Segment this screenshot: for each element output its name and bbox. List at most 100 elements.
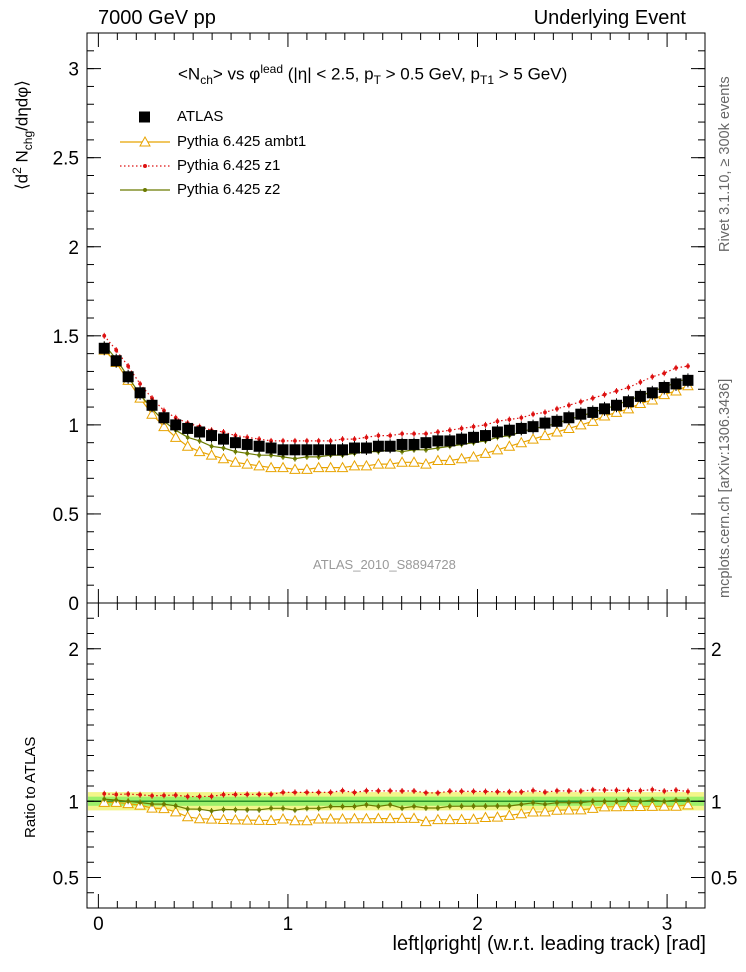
- plot-title: <Nch> vs φlead (|η| < 2.5, pT > 0.5 GeV,…: [178, 62, 568, 88]
- ratio-point-3: [519, 802, 524, 807]
- main-point-2: [126, 364, 131, 368]
- main-point-2: [555, 406, 559, 411]
- ratio-plot-frame: [86, 602, 706, 909]
- legend-marker-1: [139, 135, 151, 147]
- ratio-point-3: [686, 798, 690, 802]
- main-point-0: [468, 431, 480, 443]
- analysis-id-label: ATLAS_2010_S8894728: [313, 557, 456, 572]
- main-point-1: [467, 450, 480, 462]
- main-point-0: [134, 387, 146, 399]
- main-point-2: [233, 433, 238, 438]
- ratio-point-2: [674, 788, 678, 792]
- y-tick-label: 2: [68, 238, 79, 259]
- ratio-point-3: [459, 804, 464, 809]
- header-energy: 7000 GeV pp: [98, 7, 216, 29]
- main-point-3: [305, 455, 309, 459]
- ratio-point-2: [102, 791, 107, 796]
- main-point-2: [614, 389, 619, 393]
- main-line-3: [103, 344, 689, 460]
- main-point-0: [325, 444, 337, 456]
- main-point-0: [289, 444, 301, 456]
- ratio-point-3: [245, 807, 250, 812]
- ratio-point-2: [483, 789, 488, 794]
- ratio-point-1: [634, 800, 647, 812]
- main-point-1: [563, 422, 575, 433]
- main-point-3: [293, 456, 297, 461]
- ratio-point-2: [471, 789, 476, 794]
- main-point-0: [456, 433, 468, 445]
- ratio-point-2: [400, 789, 404, 793]
- ratio-point-3: [578, 800, 583, 805]
- ratio-point-1: [682, 798, 694, 810]
- main-point-1: [169, 431, 182, 442]
- ratio-point-2: [459, 789, 464, 794]
- x-axis-label: left|φright| (w.r.t. leading track) [rad…: [392, 933, 706, 955]
- legend-label-z2: Pythia 6.425 z2: [177, 181, 281, 198]
- legend-label-ambt1: Pythia 6.425 ambt1: [177, 133, 307, 150]
- main-point-3: [221, 446, 226, 450]
- ratio-point-2: [650, 787, 655, 792]
- ratio-point-2: [614, 788, 619, 793]
- ratio-point-3: [400, 806, 404, 811]
- ratio-point-1: [467, 813, 480, 824]
- main-point-0: [408, 438, 420, 450]
- ratio-point-3: [281, 806, 285, 811]
- main-point-0: [658, 381, 670, 393]
- main-point-3: [435, 446, 440, 450]
- main-point-2: [495, 419, 500, 424]
- ratio-point-1: [217, 813, 230, 824]
- ratio-point-2: [566, 789, 571, 793]
- ratio-point-1: [181, 810, 194, 822]
- main-point-1: [539, 429, 551, 441]
- ratio-point-3: [424, 806, 428, 810]
- ratio-point-3: [602, 799, 607, 804]
- main-point-3: [316, 455, 321, 459]
- ratio-point-2: [495, 789, 500, 794]
- main-point-2: [114, 348, 119, 352]
- ratio-point-3: [650, 798, 655, 802]
- main-point-1: [289, 463, 301, 474]
- axes: 0 0.5 1 1.5 2 2.5 3 0.5 0.5 1 1 2 2 0 1 2 3: [53, 33, 737, 935]
- ratio-point-3: [305, 806, 309, 811]
- rivet-version-label: Rivet 3.1.10, ≥ 300k events: [717, 76, 733, 252]
- ratio-point-2: [245, 792, 250, 797]
- main-point-1: [408, 456, 420, 467]
- ratio-point-2: [305, 790, 309, 795]
- ratio-point-3: [435, 806, 440, 810]
- ratio-point-1: [455, 813, 468, 824]
- main-point-0: [539, 417, 551, 429]
- main-point-3: [424, 447, 428, 452]
- main-point-2: [376, 433, 381, 438]
- ratio-point-2: [447, 789, 452, 794]
- ratio-point-2: [340, 788, 345, 793]
- main-point-0: [515, 422, 527, 434]
- mcplots-reference-link[interactable]: mcplots.cern.ch [arXiv:1306.3436]: [717, 378, 733, 598]
- ratio-point-2: [662, 789, 667, 794]
- main-series: [98, 332, 694, 474]
- ratio-point-1: [646, 800, 659, 811]
- ratio-point-3: [412, 804, 416, 809]
- main-point-1: [181, 440, 194, 451]
- main-point-1: [229, 456, 242, 467]
- main-point-0: [622, 396, 634, 408]
- main-point-2: [674, 365, 678, 370]
- ratio-point-2: [388, 788, 393, 793]
- main-point-0: [444, 435, 456, 447]
- ratio-point-3: [328, 804, 333, 809]
- legend-marker-2: [143, 164, 147, 168]
- ratio-point-1: [527, 806, 539, 817]
- header-analysis-type: Underlying Event: [533, 7, 686, 29]
- ratio-point-2: [185, 794, 190, 799]
- ratio-point-3: [185, 807, 190, 811]
- ratio-point-3: [233, 807, 238, 812]
- main-point-2: [626, 385, 631, 390]
- ratio-point-3: [447, 804, 452, 809]
- main-point-2: [245, 435, 250, 440]
- y-tick-label: 1.5: [53, 327, 79, 348]
- main-point-2: [424, 431, 428, 436]
- main-point-1: [205, 449, 218, 460]
- y-tick-label: 1: [68, 416, 79, 437]
- ratio-point-3: [638, 799, 643, 804]
- ratio-point-3: [495, 804, 500, 808]
